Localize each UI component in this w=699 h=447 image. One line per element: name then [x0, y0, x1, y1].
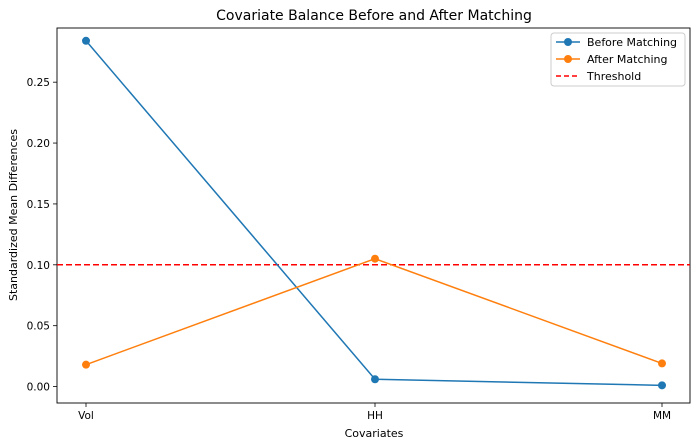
x-tick-label: HH: [367, 410, 383, 422]
legend-label: After Matching: [587, 53, 668, 66]
legend-label: Before Matching: [587, 36, 677, 49]
x-axis-label: Covariates: [345, 427, 404, 440]
series-point: [82, 360, 90, 369]
legend-marker: [564, 55, 572, 63]
series-point: [658, 359, 666, 368]
series-point: [371, 375, 379, 384]
legend-label: Threshold: [586, 70, 641, 83]
series-point: [658, 381, 666, 390]
y-axis-label: Standardized Mean Differences: [7, 129, 20, 301]
ticks-layer: 0.00 0.05 0.10 0.15 0.20 0.25 Vol HH MM: [27, 77, 671, 422]
chart-title: Covariate Balance Before and After Match…: [216, 8, 532, 24]
y-tick-label: 0.00: [27, 382, 50, 394]
legend-marker: [564, 38, 572, 46]
y-tick-label: 0.25: [27, 77, 50, 89]
y-tick-label: 0.05: [27, 321, 50, 333]
x-tick-label: Vol: [78, 410, 94, 422]
series-point: [371, 254, 379, 263]
legend-box: [550, 32, 686, 87]
y-tick-label: 0.20: [27, 138, 50, 150]
series-line-1: [85, 257, 663, 366]
series-layer: [82, 36, 666, 390]
x-tick-label: MM: [653, 410, 671, 422]
y-tick-label: 0.15: [27, 199, 50, 211]
series-point: [82, 36, 90, 45]
y-tick-label: 0.10: [27, 260, 50, 272]
plot-area-frame: [56, 27, 691, 404]
legend: Before Matching After Matching Threshold: [550, 32, 686, 87]
